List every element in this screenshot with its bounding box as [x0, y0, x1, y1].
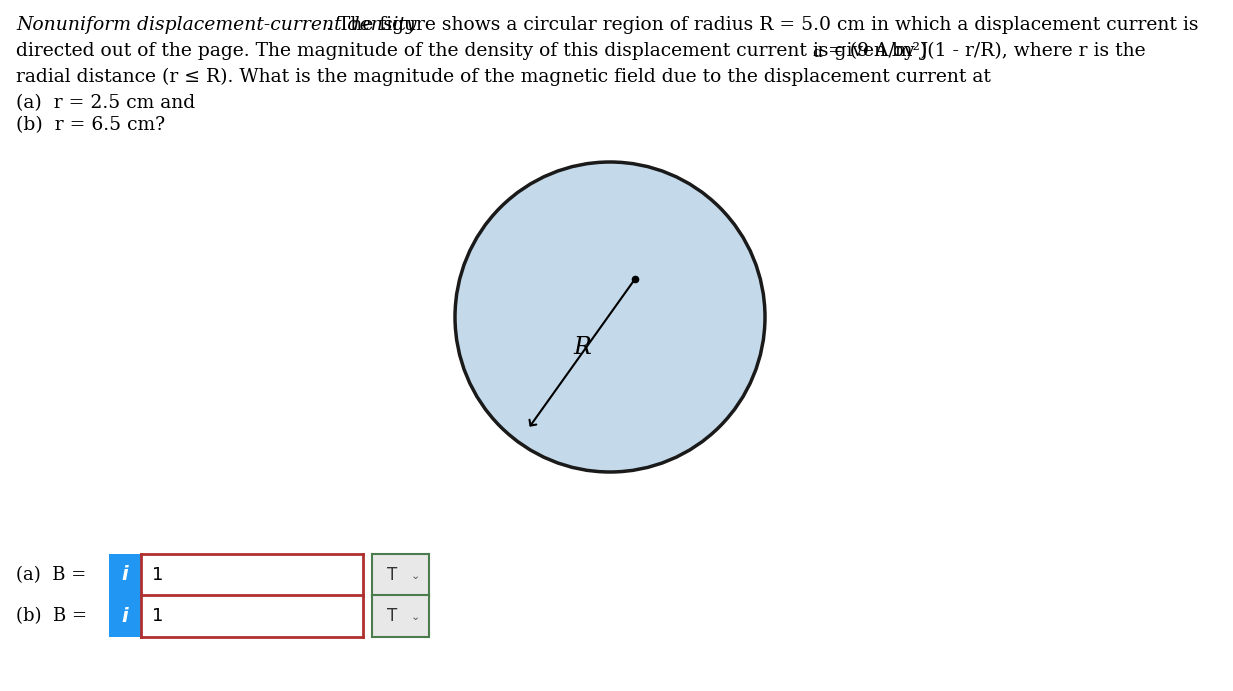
Text: T: T [386, 607, 397, 625]
Text: d: d [813, 46, 821, 60]
Text: i: i [121, 565, 128, 585]
Text: (a)  r = 2.5 cm and: (a) r = 2.5 cm and [16, 94, 195, 112]
Text: (b)  r = 6.5 cm?: (b) r = 6.5 cm? [16, 116, 165, 134]
Text: . The figure shows a circular region of radius R = 5.0 cm in which a displacemen: . The figure shows a circular region of … [326, 16, 1198, 34]
Text: 1: 1 [152, 566, 163, 584]
Text: ⌄: ⌄ [411, 571, 420, 581]
Text: (b)  B =: (b) B = [16, 607, 92, 625]
Text: = (9 A/m²)(1 - r/R), where r is the: = (9 A/m²)(1 - r/R), where r is the [822, 42, 1145, 60]
Text: R: R [573, 336, 591, 359]
Text: 1: 1 [152, 607, 163, 625]
Text: radial distance (r ≤ R). What is the magnitude of the magnetic field due to the : radial distance (r ≤ R). What is the mag… [16, 68, 991, 86]
Text: directed out of the page. The magnitude of the density of this displacement curr: directed out of the page. The magnitude … [16, 42, 928, 60]
Text: Nonuniform displacement-current density: Nonuniform displacement-current density [16, 16, 417, 34]
Text: (a)  B =: (a) B = [16, 566, 92, 584]
Text: ⌄: ⌄ [411, 612, 420, 622]
Circle shape [455, 162, 764, 472]
Text: T: T [386, 566, 397, 584]
Text: i: i [121, 607, 128, 625]
